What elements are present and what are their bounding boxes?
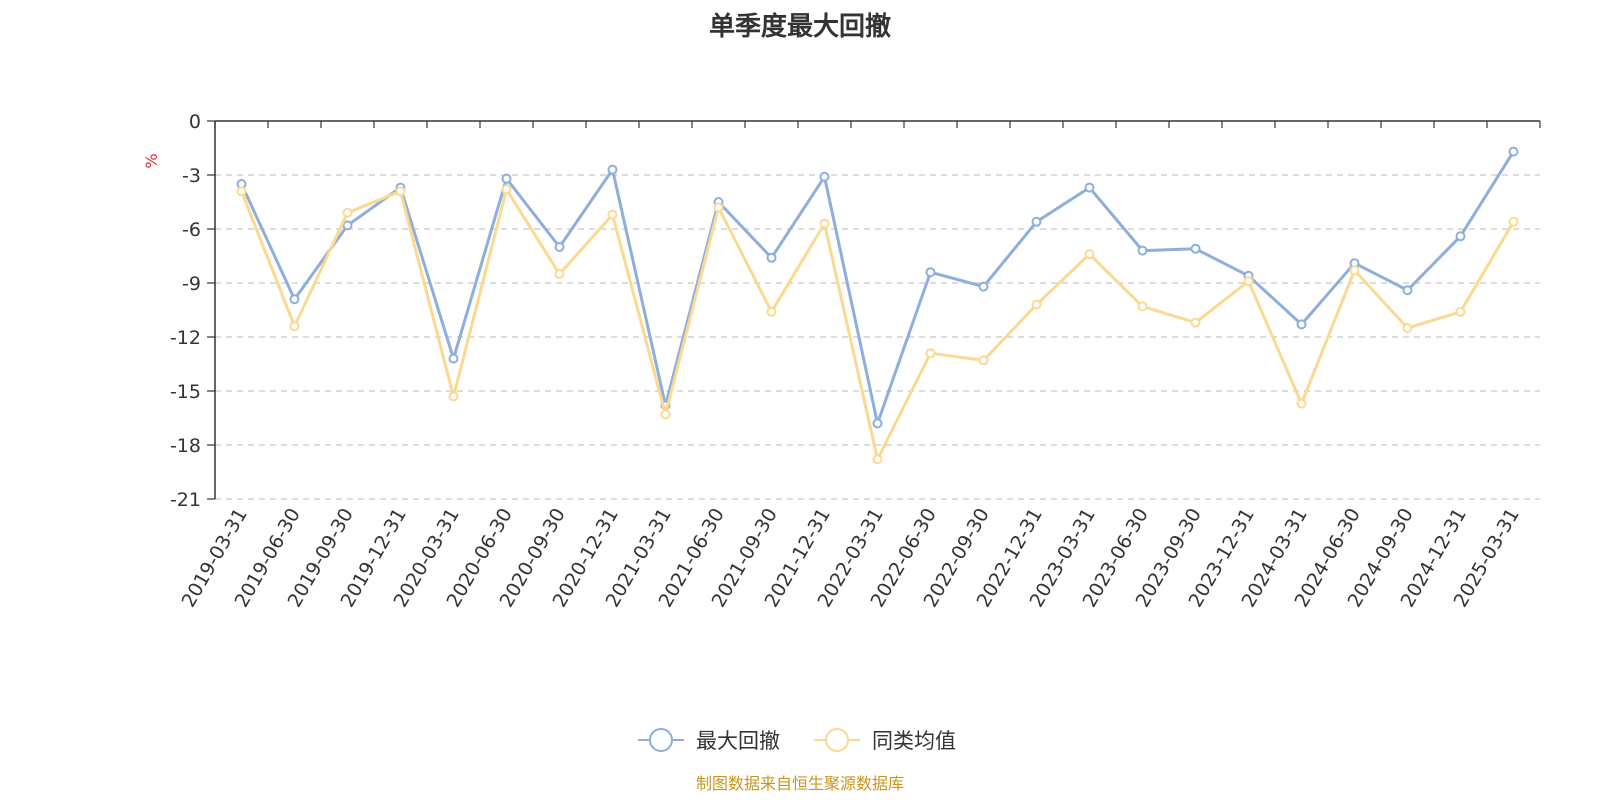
y-tick-label: -3 [182,165,201,187]
data-point [1031,216,1042,227]
data-point [1137,245,1148,256]
data-point [1349,265,1360,276]
data-point [1190,317,1201,328]
legend-item: 最大回撤 [638,728,780,753]
data-point [448,391,459,402]
data-point [1508,146,1519,157]
data-point [448,353,459,364]
y-tick-label: -15 [170,381,201,403]
data-point [607,164,618,175]
y-tick-label: -9 [182,273,201,295]
chart-title: 单季度最大回撤 [708,12,891,42]
data-point [1402,323,1413,333]
y-tick-label: -6 [182,219,201,241]
y-tick-label: -21 [170,489,201,511]
series-lines [236,146,1519,465]
data-point [872,418,883,429]
data-point [819,218,830,229]
data-point [607,209,618,220]
data-point [872,454,883,465]
data-point [1296,319,1307,330]
data-point [395,186,406,197]
legend-label: 同类均值 [872,729,956,753]
data-point [925,348,936,359]
legend-item: 同类均值 [814,728,956,753]
data-point [501,184,512,195]
data-point [289,294,300,305]
data-point [1402,285,1413,296]
data-point [978,355,989,366]
data-point [1508,216,1519,227]
series-2 [236,184,1519,465]
data-point [342,220,353,231]
data-point [766,252,777,263]
data-point [1031,299,1042,310]
data-point [978,281,989,292]
data-point [1455,306,1466,317]
data-point [660,409,671,420]
data-point [1084,249,1095,260]
data-point [1455,231,1466,242]
y-tick-label: -18 [170,435,201,457]
series-line [240,150,1515,425]
data-point [1243,276,1254,287]
legend-label: 最大回撤 [696,729,780,753]
data-point [713,202,724,213]
data-point [1084,182,1095,193]
data-point [1190,243,1201,254]
legend-marker [649,728,673,752]
data-point [554,242,565,252]
series-1 [236,146,1519,429]
data-point [554,269,565,279]
data-point [289,321,300,332]
grid-lines [215,174,1540,500]
y-tick-label: 0 [189,111,201,133]
data-point [1296,398,1307,409]
data-point [766,306,777,317]
legend-marker [825,728,849,752]
source-note: 制图数据来自恒生聚源数据库 [695,774,904,793]
data-point [342,207,353,218]
legend: 最大回撤 同类均值 [638,728,956,753]
data-point [501,173,512,184]
y-axis-unit: % [142,153,161,168]
y-tick-label: -12 [170,327,201,349]
data-point [236,186,247,197]
data-point [1137,301,1148,312]
data-point [925,267,936,278]
data-point [819,171,830,182]
